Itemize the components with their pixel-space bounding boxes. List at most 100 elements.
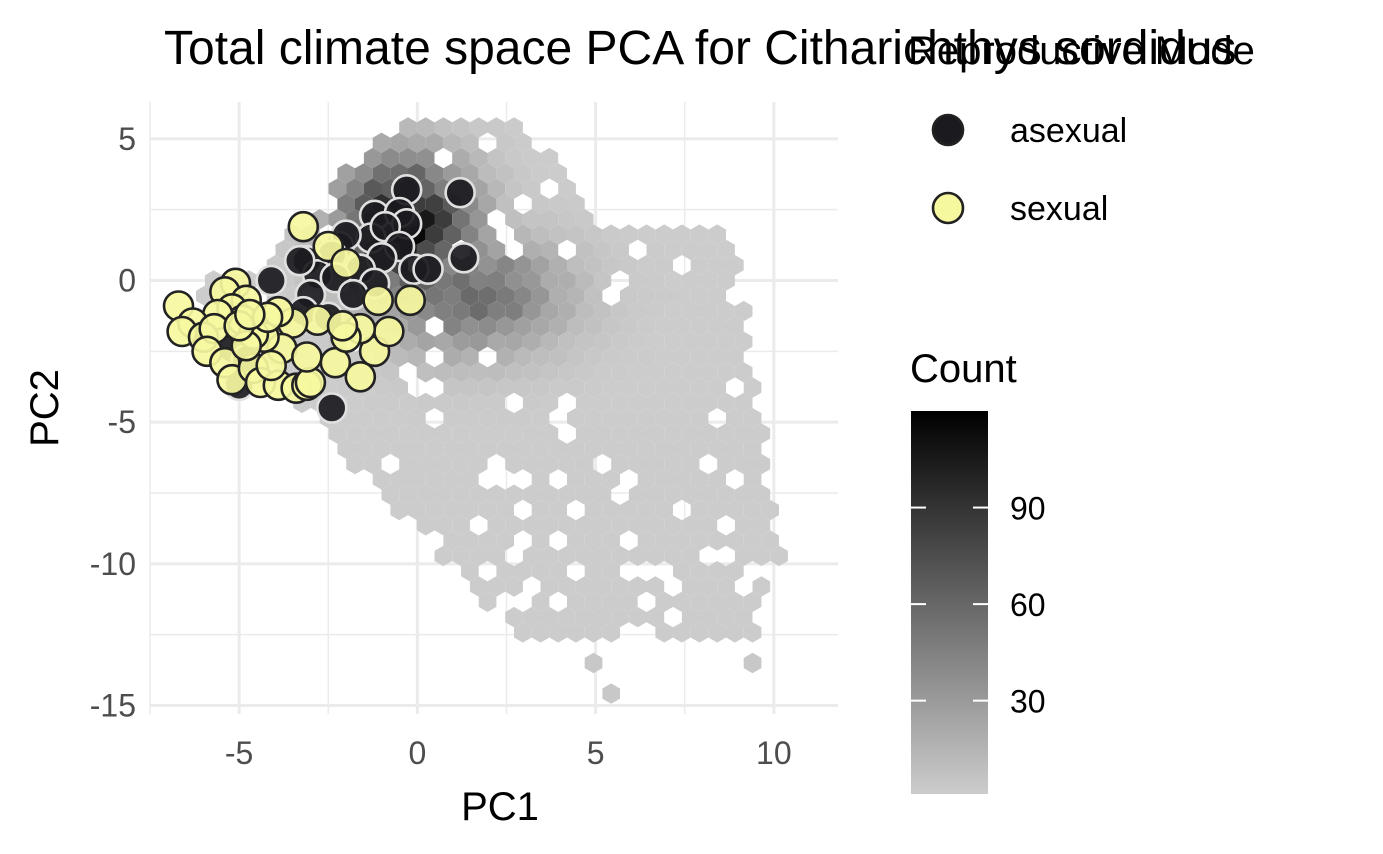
hexbin-cell: [346, 178, 364, 199]
hexbin-cell: [726, 438, 744, 459]
hexbin-cell: [372, 469, 391, 490]
hexbin-cell: [690, 438, 709, 459]
hexbin-cell: [522, 239, 541, 261]
x-tick-label: 0: [408, 735, 426, 771]
hexbin-cell: [461, 530, 479, 551]
point-asexual: [255, 264, 288, 297]
hexbin-cell: [505, 423, 523, 444]
hexbin-cell: [620, 224, 638, 245]
hexbin-cell: [664, 239, 682, 261]
hexbin-cell: [655, 469, 673, 490]
hexbin-cell: [478, 591, 497, 612]
hexbin-cell: [558, 209, 576, 230]
hexbin-cell: [443, 469, 461, 490]
hexbin-cell: [726, 591, 744, 612]
hexbin-cell: [372, 377, 391, 398]
hexbin-cell: [469, 545, 488, 567]
hexbin-cell: [637, 438, 656, 459]
hexbin-cell: [461, 438, 479, 459]
point-asexual: [447, 242, 480, 274]
hexbin-cell: [478, 193, 497, 215]
hexbin-cell: [593, 331, 612, 352]
colorbar-tick-label: 30: [1010, 684, 1046, 720]
hexbin-cell: [558, 300, 576, 322]
hexbin-cell: [664, 331, 682, 352]
hexbin-cell: [567, 469, 585, 490]
hexbin-cell: [549, 561, 567, 582]
y-tick-label: -5: [108, 404, 136, 440]
hexbin-cell: [549, 255, 567, 276]
hexbin-cell: [575, 270, 594, 291]
hexbin-cell: [734, 545, 753, 567]
hexbin-cell: [628, 576, 647, 597]
hexbin-cell: [602, 377, 620, 398]
hexbin-cell: [690, 561, 709, 582]
hexbin-cell: [531, 469, 550, 490]
hexbin-cell: [487, 576, 506, 597]
hexbin-cell: [478, 499, 497, 521]
hexbin-cell: [443, 316, 461, 337]
hexbin-cell: [628, 484, 647, 505]
hexbin-cell: [734, 392, 753, 414]
hexbin-cell: [355, 408, 373, 429]
hexbin-cell: [381, 362, 400, 383]
hexbin-cell: [611, 423, 629, 444]
hexbin-cell: [620, 346, 638, 368]
hexbin-cell: [584, 224, 603, 245]
hexbin-cell: [434, 484, 453, 505]
hexbin-cell: [743, 591, 762, 612]
hexbin-cell: [593, 576, 612, 597]
colorbar-tick-label: 60: [1010, 587, 1046, 623]
hexbin-cell: [514, 377, 532, 398]
x-axis-label: PC1: [461, 785, 539, 829]
hexbin-cell: [469, 423, 488, 444]
colorbar-tick-label: 90: [1010, 491, 1046, 527]
hexbin-cell: [505, 362, 523, 383]
hexbin-cell: [567, 224, 585, 245]
hexbin-cell: [637, 224, 656, 245]
hexbin-cell: [522, 545, 541, 567]
hexbin-cell: [549, 499, 567, 521]
hexbin-cell: [487, 392, 506, 414]
hexbin-cell: [708, 255, 726, 276]
hexbin-cell: [690, 622, 709, 643]
legend-key-asexual: [931, 113, 965, 147]
hexbin-cell: [434, 239, 453, 261]
hexbin-cell: [496, 193, 514, 215]
hexbin-cell: [752, 576, 771, 597]
hexbin-cell: [646, 270, 665, 291]
hexbin-cell: [708, 469, 726, 490]
hexbin-cell: [575, 545, 594, 567]
hexbin-cell: [363, 147, 382, 169]
hexbin-cell: [505, 300, 523, 322]
hexbin-cell: [531, 622, 550, 643]
hexbin-cell: [655, 622, 673, 643]
hexbin-cell: [487, 117, 506, 138]
hexbin-cell: [452, 147, 470, 169]
hexbin-cell: [575, 392, 594, 414]
hexbin-cell: [328, 178, 347, 199]
hexbin-cell: [717, 239, 735, 261]
hexbin-cell: [425, 193, 444, 215]
hexbin-cell: [611, 453, 629, 475]
hexbin-cell: [575, 300, 594, 322]
y-tick-label: 0: [118, 263, 136, 299]
hexbin-cell: [434, 300, 453, 322]
hexbin-cell: [673, 224, 691, 245]
hexbin-cell: [602, 408, 620, 429]
hexbin-cell: [584, 469, 603, 490]
hexbin-cell: [699, 392, 718, 414]
hexbin-cell: [443, 408, 461, 429]
hexbin-cell: [452, 362, 470, 383]
hexbin-cell: [487, 515, 506, 536]
hexbin-cell: [628, 331, 647, 352]
hexbin-cell: [381, 392, 400, 414]
point-sexual: [234, 298, 266, 331]
hexbin-cell: [708, 591, 726, 612]
hexbin-cell: [452, 484, 470, 505]
hexbin-cell: [575, 453, 594, 475]
hexbin-cell: [469, 147, 488, 169]
hexbin-cell: [522, 362, 541, 383]
hexbin-cell: [567, 591, 585, 612]
